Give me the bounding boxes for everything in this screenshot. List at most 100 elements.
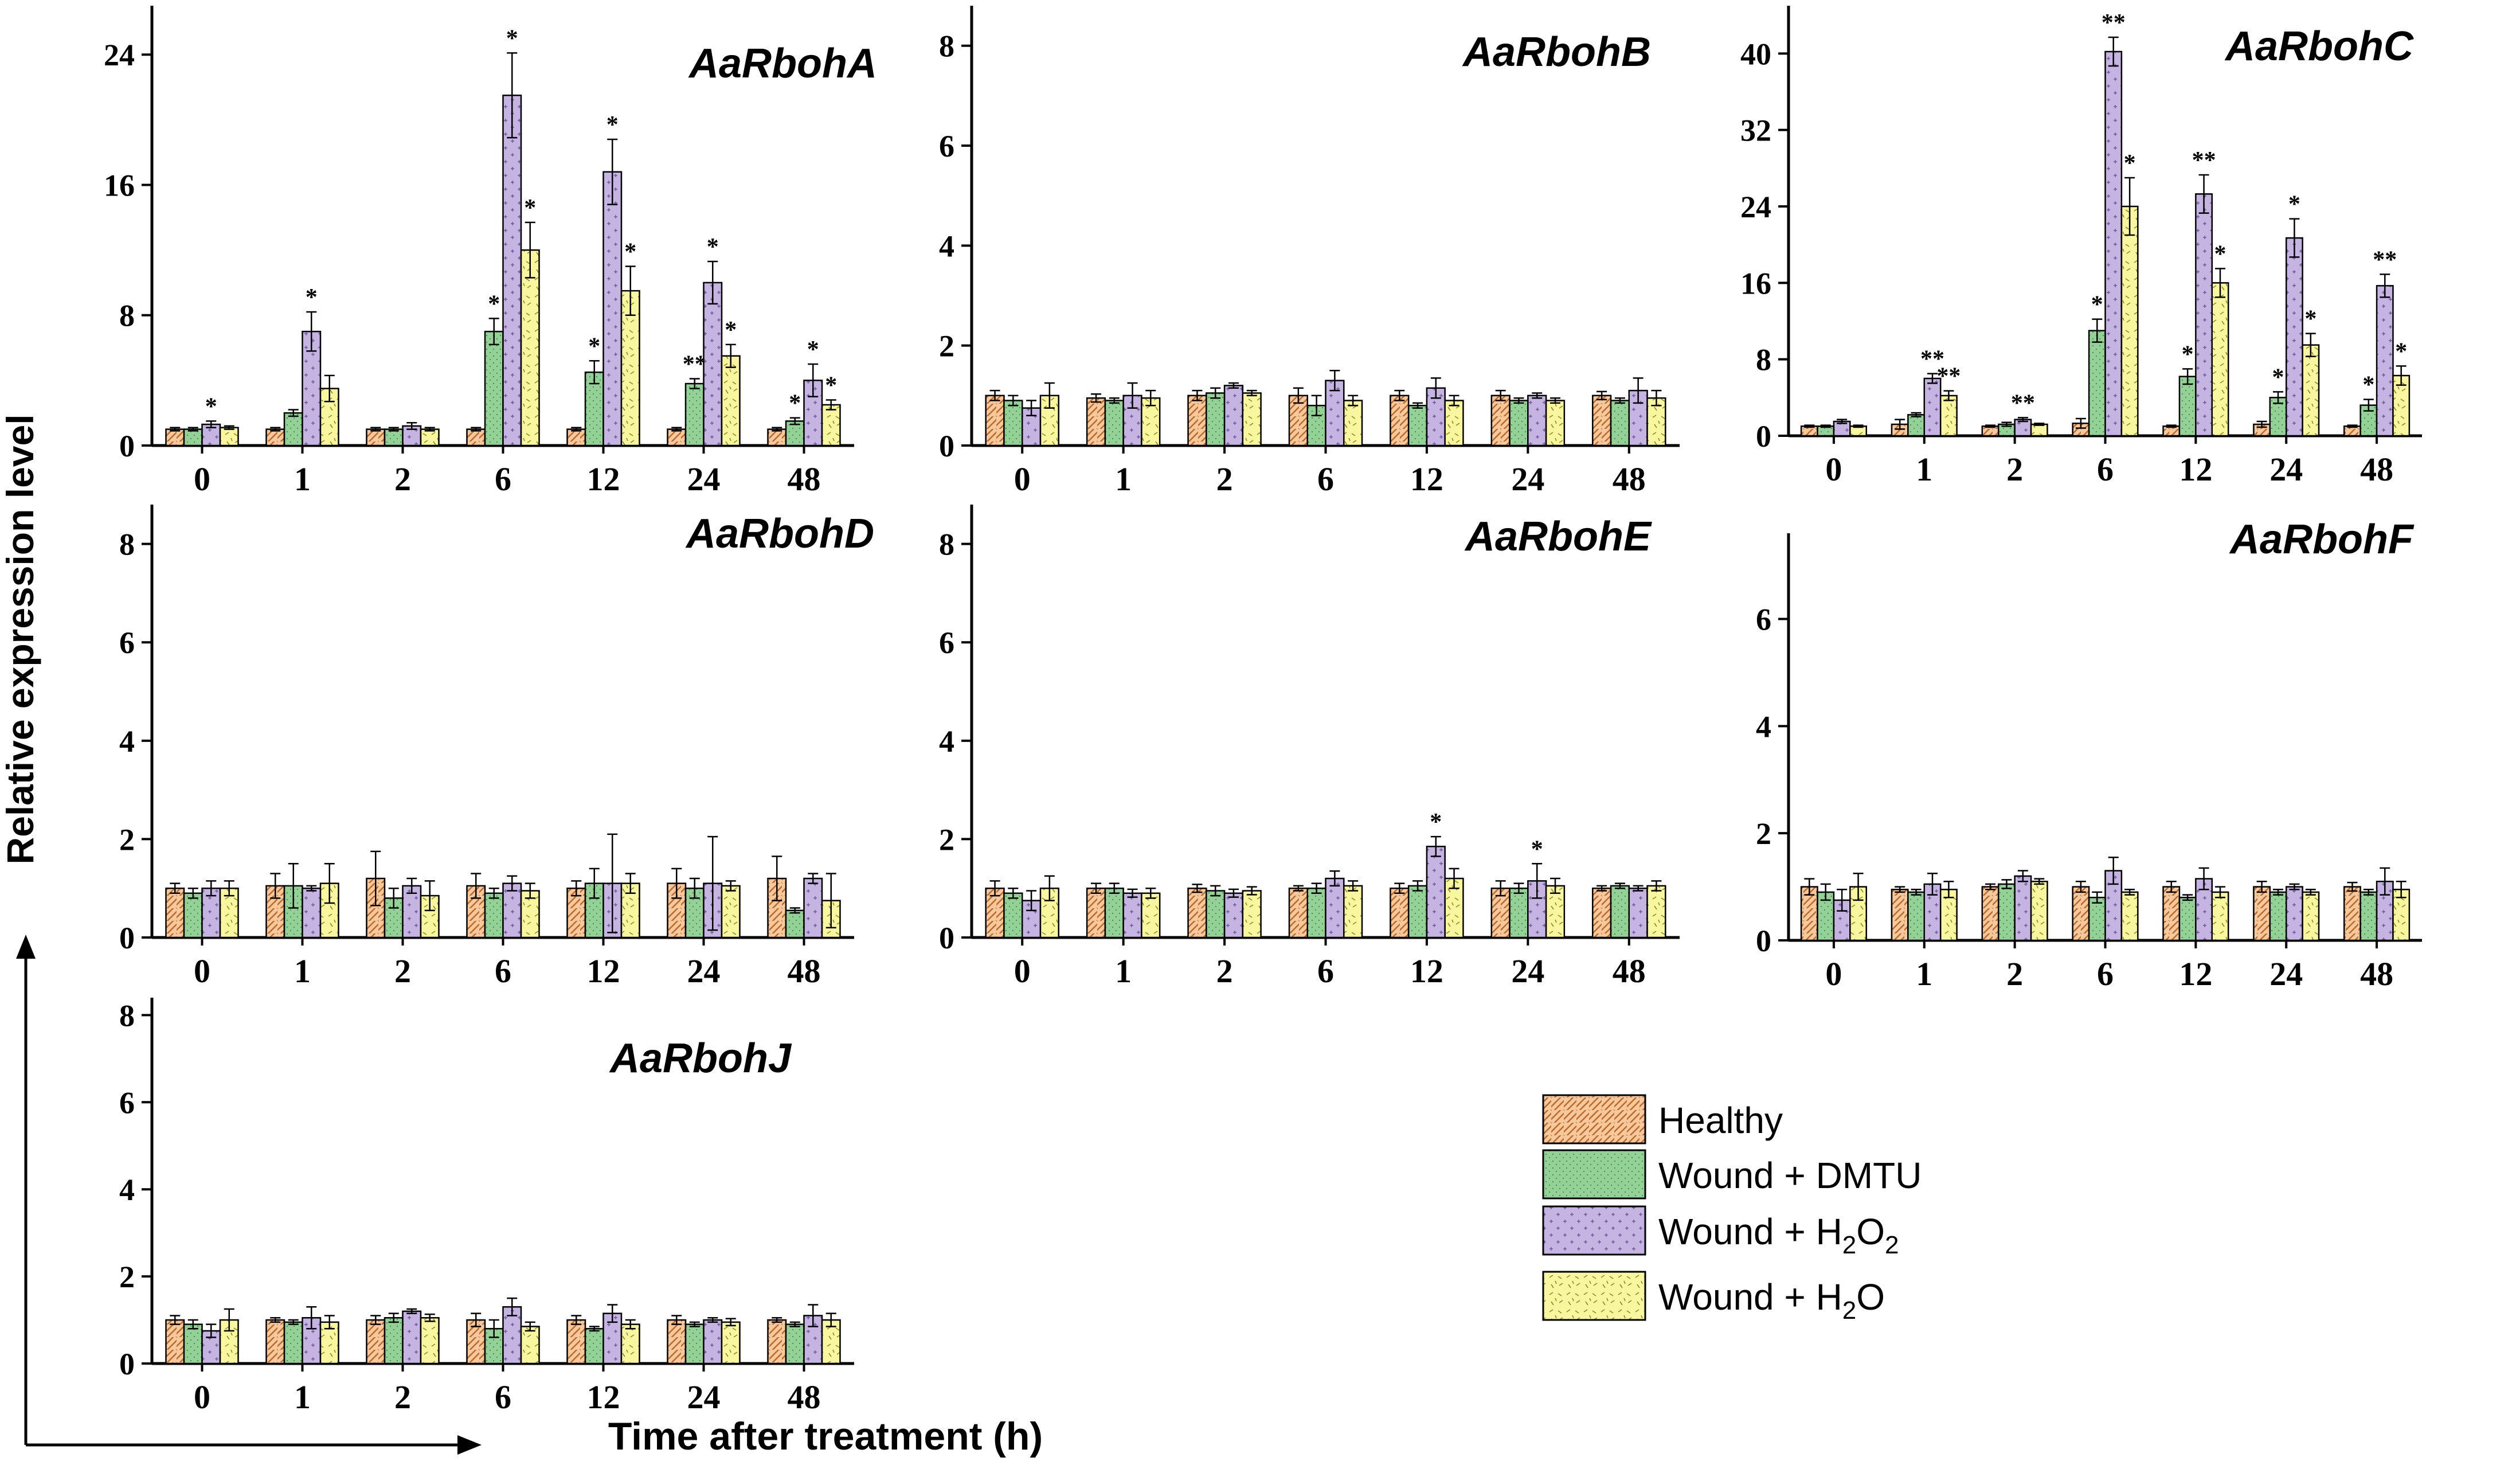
- significance-mark: *: [2304, 306, 2316, 333]
- y-tick-label: 0: [119, 429, 135, 463]
- bar-dmtu: [484, 892, 504, 939]
- panel-title: AaRbohB: [1462, 29, 1651, 75]
- bar-h2o: [520, 1326, 540, 1365]
- significance-mark: **: [2192, 147, 2216, 174]
- bar-dmtu: [183, 1323, 203, 1365]
- x-tick-label: 1: [1916, 955, 1932, 993]
- bar-healthy: [165, 428, 185, 447]
- x-tick-label: 0: [1825, 955, 1842, 993]
- bar-healthy: [985, 394, 1005, 447]
- x-tick-label: 2: [394, 952, 411, 990]
- bar-dmtu: [1610, 885, 1630, 939]
- y-tick-label: 24: [1740, 190, 1771, 224]
- bar-dmtu: [2088, 897, 2106, 941]
- x-tick-label: 12: [2179, 451, 2212, 488]
- x-tick-label: 2: [1216, 460, 1233, 498]
- y-tick-label: 0: [1756, 419, 1771, 454]
- bar-h2o2: [2285, 237, 2303, 437]
- significance-mark: *: [2214, 241, 2226, 267]
- bar-h2o2: [2014, 875, 2032, 941]
- bar-h2o: [219, 427, 239, 447]
- bar-dmtu: [183, 428, 203, 447]
- bar-healthy: [366, 428, 386, 447]
- bar-dmtu: [1104, 887, 1124, 939]
- x-tick-label: 24: [1511, 460, 1544, 498]
- panel-title: AaRbohF: [2229, 517, 2415, 562]
- significance-mark: *: [624, 239, 636, 265]
- bar-healthy: [265, 428, 285, 447]
- x-tick-label: 12: [1410, 952, 1443, 990]
- bar-h2o: [2030, 423, 2048, 437]
- bar-h2o: [2030, 880, 2048, 941]
- significance-mark: *: [707, 234, 719, 260]
- bar-h2o: [2302, 344, 2320, 437]
- x-tick-label: 48: [2360, 955, 2393, 993]
- x-tick-label: 48: [788, 460, 821, 498]
- y-arrow-head: [16, 935, 36, 959]
- bar-h2o: [1545, 885, 1566, 939]
- significance-mark: *: [1430, 809, 1442, 835]
- significance-mark: **: [2011, 390, 2035, 416]
- bar-dmtu: [2178, 897, 2197, 941]
- significance-mark: *: [789, 390, 801, 417]
- significance-mark: *: [807, 337, 819, 363]
- bar-h2o2: [1325, 380, 1345, 447]
- bar-h2o2: [2285, 886, 2303, 941]
- x-tick-label: 6: [1317, 460, 1334, 498]
- bar-healthy: [667, 1319, 687, 1365]
- panel-title: AaRbohC: [2224, 24, 2414, 69]
- x-tick-label: 12: [587, 952, 620, 990]
- significance-mark: *: [606, 112, 619, 138]
- x-tick-label: 0: [194, 1378, 210, 1416]
- x-tick-label: 0: [1014, 460, 1031, 498]
- bar-healthy: [1592, 887, 1612, 939]
- bar-healthy: [767, 1319, 787, 1365]
- x-tick-label: 24: [687, 952, 721, 990]
- bar-h2o: [1242, 890, 1262, 939]
- x-tick-label: 0: [1014, 952, 1031, 990]
- bar-h2o: [1444, 400, 1464, 447]
- y-tick-label: 16: [1740, 266, 1771, 300]
- significance-mark: **: [1936, 364, 1961, 390]
- bar-dmtu: [1610, 400, 1630, 447]
- x-tick-label: 48: [1613, 460, 1646, 498]
- significance-mark: *: [2272, 364, 2284, 390]
- x-tick-label: 24: [687, 1378, 721, 1416]
- bar-healthy: [1490, 887, 1511, 939]
- y-tick-label: 6: [1756, 602, 1771, 636]
- x-tick-label: 1: [1115, 460, 1132, 498]
- bar-dmtu: [785, 1323, 805, 1365]
- bar-h2o2: [1628, 887, 1648, 939]
- x-tick-label: 6: [2097, 451, 2114, 488]
- bar-h2o: [1939, 394, 1958, 437]
- x-tick-label: 48: [2360, 451, 2393, 488]
- y-tick-label: 4: [939, 724, 954, 759]
- bar-h2o: [520, 249, 540, 447]
- legend-label-dmtu: Wound + DMTU: [1658, 1155, 1922, 1196]
- significance-mark: *: [1531, 836, 1543, 862]
- significance-mark: *: [2124, 150, 2136, 177]
- y-tick-label: 0: [939, 429, 954, 463]
- x-tick-label: 1: [294, 1378, 311, 1416]
- y-tick-label: 0: [1756, 924, 1771, 958]
- legend-swatch-h2o: [1542, 1271, 1646, 1321]
- x-tick-label: 6: [495, 952, 511, 990]
- bar-healthy: [767, 877, 787, 939]
- bar-healthy: [1288, 887, 1308, 939]
- bar-h2o2: [502, 882, 522, 939]
- bar-healthy: [2253, 886, 2271, 941]
- significance-mark: **: [683, 351, 707, 378]
- bar-dmtu: [1407, 885, 1428, 939]
- bar-h2o: [1646, 885, 1666, 939]
- bar-h2o: [620, 882, 640, 939]
- bar-healthy: [667, 428, 687, 447]
- bar-healthy: [366, 1319, 386, 1365]
- bar-dmtu: [1907, 414, 1926, 437]
- bar-dmtu: [684, 382, 705, 447]
- y-tick-label: 24: [104, 38, 135, 72]
- bar-h2o2: [201, 887, 221, 939]
- significance-mark: *: [306, 284, 318, 311]
